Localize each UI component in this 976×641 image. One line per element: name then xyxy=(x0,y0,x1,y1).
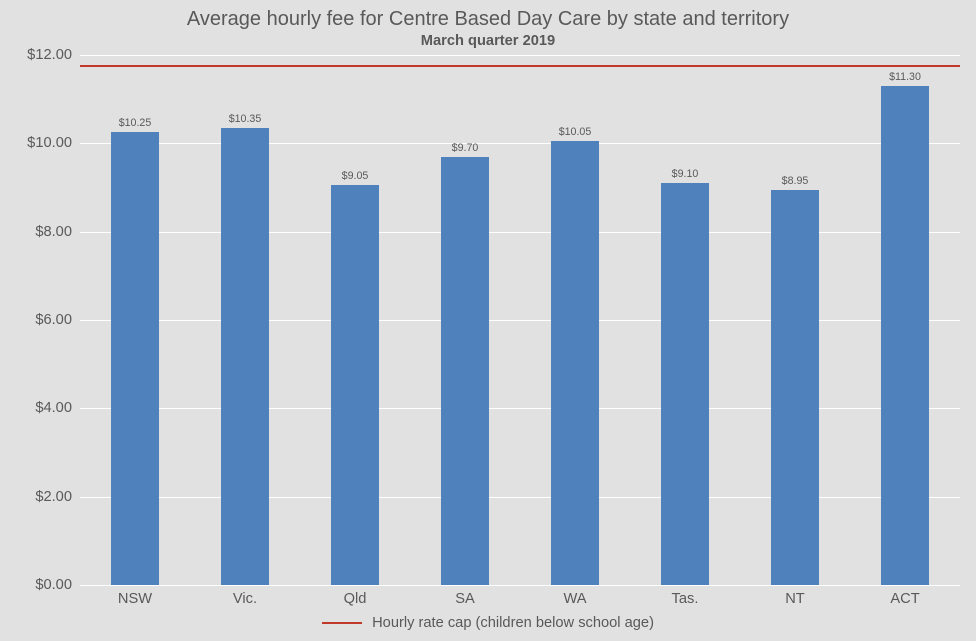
x-axis-tick-label: WA xyxy=(563,585,586,607)
gridline xyxy=(80,320,960,321)
bar-value-label: $10.35 xyxy=(221,113,268,125)
gridline xyxy=(80,55,960,56)
gridline xyxy=(80,585,960,586)
chart-subtitle: March quarter 2019 xyxy=(0,33,976,49)
chart-titles: Average hourly fee for Centre Based Day … xyxy=(0,8,976,49)
bar xyxy=(441,157,488,585)
x-axis-tick-label: NSW xyxy=(118,585,152,607)
y-axis-tick-label: $12.00 xyxy=(27,47,80,63)
gridline xyxy=(80,232,960,233)
y-axis-tick-label: $10.00 xyxy=(27,135,80,151)
gridline xyxy=(80,497,960,498)
legend-label: Hourly rate cap (children below school a… xyxy=(372,615,654,631)
bar-value-label: $9.05 xyxy=(331,170,378,182)
legend: Hourly rate cap (children below school a… xyxy=(0,615,976,631)
bar xyxy=(771,190,818,585)
bar xyxy=(331,185,378,585)
x-axis-tick-label: Tas. xyxy=(672,585,699,607)
bar xyxy=(551,141,598,585)
bar-value-label: $9.70 xyxy=(441,142,488,154)
chart-title: Average hourly fee for Centre Based Day … xyxy=(0,8,976,31)
plot-area: $0.00$2.00$4.00$6.00$8.00$10.00$12.00$10… xyxy=(80,55,960,585)
bar xyxy=(111,132,158,585)
x-axis-tick-label: ACT xyxy=(890,585,919,607)
bar-value-label: $8.95 xyxy=(771,175,818,187)
y-axis-tick-label: $0.00 xyxy=(35,577,80,593)
bar xyxy=(661,183,708,585)
bar xyxy=(881,86,928,585)
x-axis-tick-label: NT xyxy=(785,585,805,607)
x-axis-tick-label: Qld xyxy=(344,585,367,607)
x-axis-tick-label: Vic. xyxy=(233,585,257,607)
bar-value-label: $10.05 xyxy=(551,126,598,138)
bar-value-label: $9.10 xyxy=(661,168,708,180)
rate-cap-line xyxy=(80,65,960,67)
y-axis-tick-label: $4.00 xyxy=(35,400,80,416)
y-axis-tick-label: $6.00 xyxy=(35,312,80,328)
gridline xyxy=(80,408,960,409)
y-axis-tick-label: $8.00 xyxy=(35,224,80,240)
chart-container: Average hourly fee for Centre Based Day … xyxy=(0,0,976,641)
bar xyxy=(221,128,268,585)
gridline xyxy=(80,143,960,144)
bar-value-label: $10.25 xyxy=(111,117,158,129)
bar-value-label: $11.30 xyxy=(881,71,928,83)
legend-line-swatch xyxy=(322,622,362,624)
x-axis-tick-label: SA xyxy=(455,585,475,607)
y-axis-tick-label: $2.00 xyxy=(35,489,80,505)
